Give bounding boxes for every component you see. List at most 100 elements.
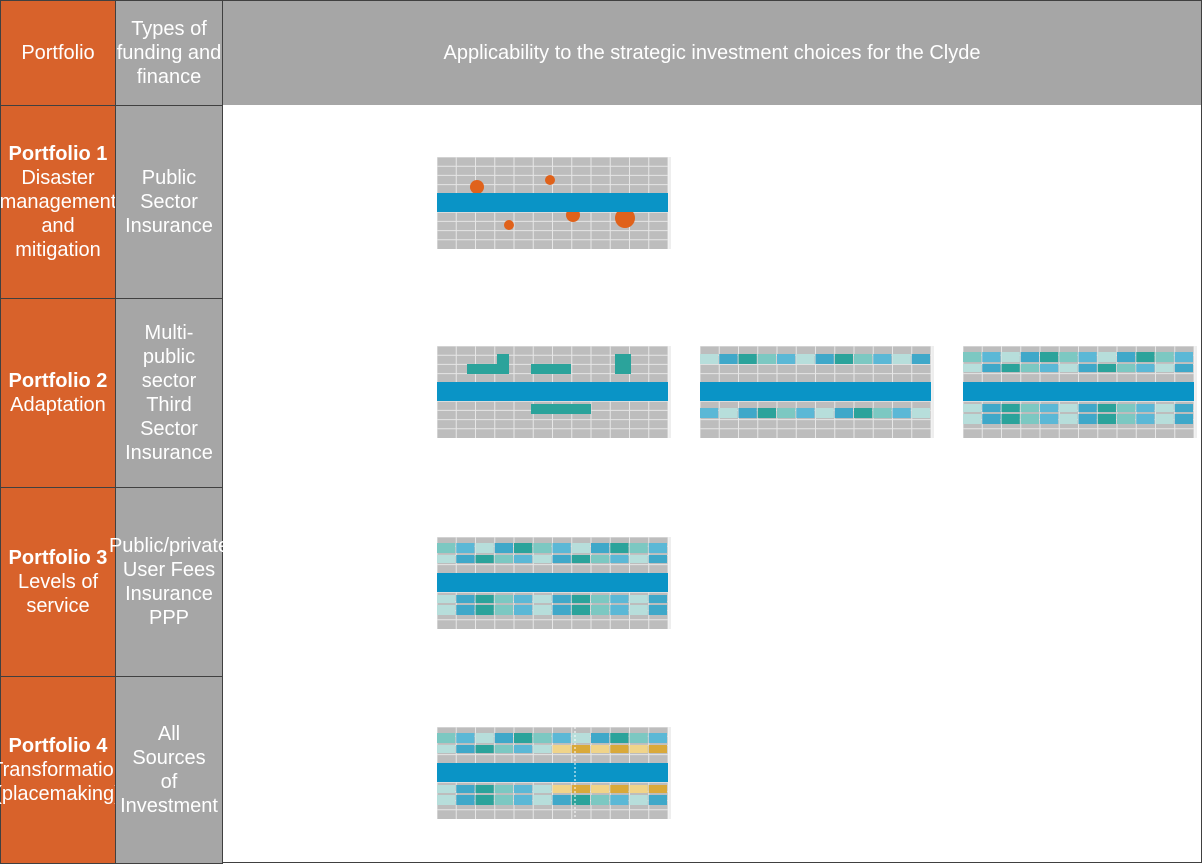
pattern-block — [610, 555, 629, 563]
pattern-block — [1155, 404, 1174, 412]
pattern-block — [854, 354, 873, 364]
portfolio-description: Transformation (placemaking) — [0, 759, 125, 805]
pattern-block — [777, 408, 796, 418]
pattern-block — [610, 733, 629, 743]
pattern-block — [475, 605, 494, 615]
pattern-block — [629, 543, 648, 553]
pattern-block — [456, 605, 475, 615]
funding-line: Insurance — [125, 583, 213, 605]
pattern-block — [591, 555, 610, 563]
pattern-block — [1117, 352, 1136, 362]
pattern-block — [1136, 414, 1155, 424]
pattern-block — [514, 795, 533, 805]
pattern-block — [571, 795, 590, 805]
pattern-block — [571, 785, 590, 793]
teal-block — [467, 364, 507, 374]
pattern-block — [514, 733, 533, 743]
funding-line: Public Sector — [140, 167, 198, 213]
pattern-block — [1059, 414, 1078, 424]
pattern-block — [591, 745, 610, 753]
pattern-block — [982, 404, 1001, 412]
pattern-block — [591, 543, 610, 553]
teal-block — [615, 354, 631, 374]
pattern-block — [629, 785, 648, 793]
funding-cell: All Sources of Investment — [115, 676, 223, 864]
funding-line: All Sources — [132, 723, 206, 769]
teal-block — [497, 354, 509, 374]
pattern-block — [815, 354, 834, 364]
portfolio-name: Portfolio 1 — [8, 143, 108, 165]
pattern-block — [963, 414, 982, 424]
funding-line: PPP — [148, 607, 190, 629]
pattern-block — [1001, 404, 1020, 412]
pattern-block — [1020, 404, 1039, 412]
pattern-block — [494, 795, 513, 805]
pattern-block — [514, 785, 533, 793]
pattern-block — [456, 785, 475, 793]
pattern-block — [648, 785, 667, 793]
pattern-block — [834, 408, 853, 418]
pattern-block — [456, 543, 475, 553]
pattern-block — [571, 733, 590, 743]
pattern-block — [1174, 364, 1193, 372]
pattern-block — [1040, 364, 1059, 372]
pattern-block — [1078, 352, 1097, 362]
header-text: Portfolio — [21, 42, 95, 64]
pattern-block — [456, 795, 475, 805]
pattern-block — [1117, 414, 1136, 424]
portfolio-name: Portfolio 4 — [8, 735, 108, 757]
pattern-block — [610, 795, 629, 805]
pattern-block — [1136, 404, 1155, 412]
blue-band — [700, 382, 931, 401]
pattern-block — [533, 543, 552, 553]
funding-line: Insurance — [125, 442, 213, 464]
funding-line: Insurance — [125, 215, 213, 237]
pattern-block — [815, 408, 834, 418]
pattern-block — [437, 785, 456, 793]
pattern-block — [475, 595, 494, 603]
funding-cell: Multi-public sector Third Sector Insurance — [115, 298, 223, 488]
pattern-block — [533, 595, 552, 603]
pattern-block — [892, 408, 911, 418]
pattern-block — [629, 605, 648, 615]
pattern-block — [1117, 364, 1136, 372]
portfolio-description: Disaster management and mitigation — [0, 167, 117, 261]
pattern-block — [533, 785, 552, 793]
pattern-block — [1136, 364, 1155, 372]
pattern-block — [475, 543, 494, 553]
pattern-block — [494, 555, 513, 563]
pattern-block — [963, 352, 982, 362]
pattern-block — [456, 595, 475, 603]
portfolio-cell: Portfolio 4 Transformation (placemaking) — [0, 676, 125, 864]
funding-line: of Investment — [120, 771, 218, 817]
pattern-block — [591, 733, 610, 743]
pattern-block — [854, 408, 873, 418]
pattern-block — [571, 605, 590, 615]
pattern-block — [437, 745, 456, 753]
pattern-block — [552, 595, 571, 603]
funding-cell: Public/private User Fees Insurance PPP — [109, 487, 229, 677]
pattern-block — [648, 543, 667, 553]
pattern-block — [1097, 352, 1116, 362]
pattern-block — [1020, 414, 1039, 424]
pattern-block — [1174, 414, 1193, 424]
pattern-block — [514, 745, 533, 753]
portfolio-cell: Portfolio 2 Adaptation — [0, 298, 116, 488]
pattern-block — [1097, 414, 1116, 424]
header-text: Types of funding and finance — [116, 18, 222, 88]
pattern-block — [629, 595, 648, 603]
pattern-block — [1097, 404, 1116, 412]
pattern-block — [796, 408, 815, 418]
pattern-block — [648, 745, 667, 753]
pattern-block — [533, 745, 552, 753]
pattern-block — [571, 543, 590, 553]
pattern-block — [437, 595, 456, 603]
pattern-block — [571, 595, 590, 603]
pattern-block — [982, 414, 1001, 424]
body-cell — [222, 105, 1202, 863]
pattern-block — [796, 354, 815, 364]
pattern-block — [610, 745, 629, 753]
pattern-block — [1040, 404, 1059, 412]
pattern-block — [629, 555, 648, 563]
pattern-block — [591, 605, 610, 615]
